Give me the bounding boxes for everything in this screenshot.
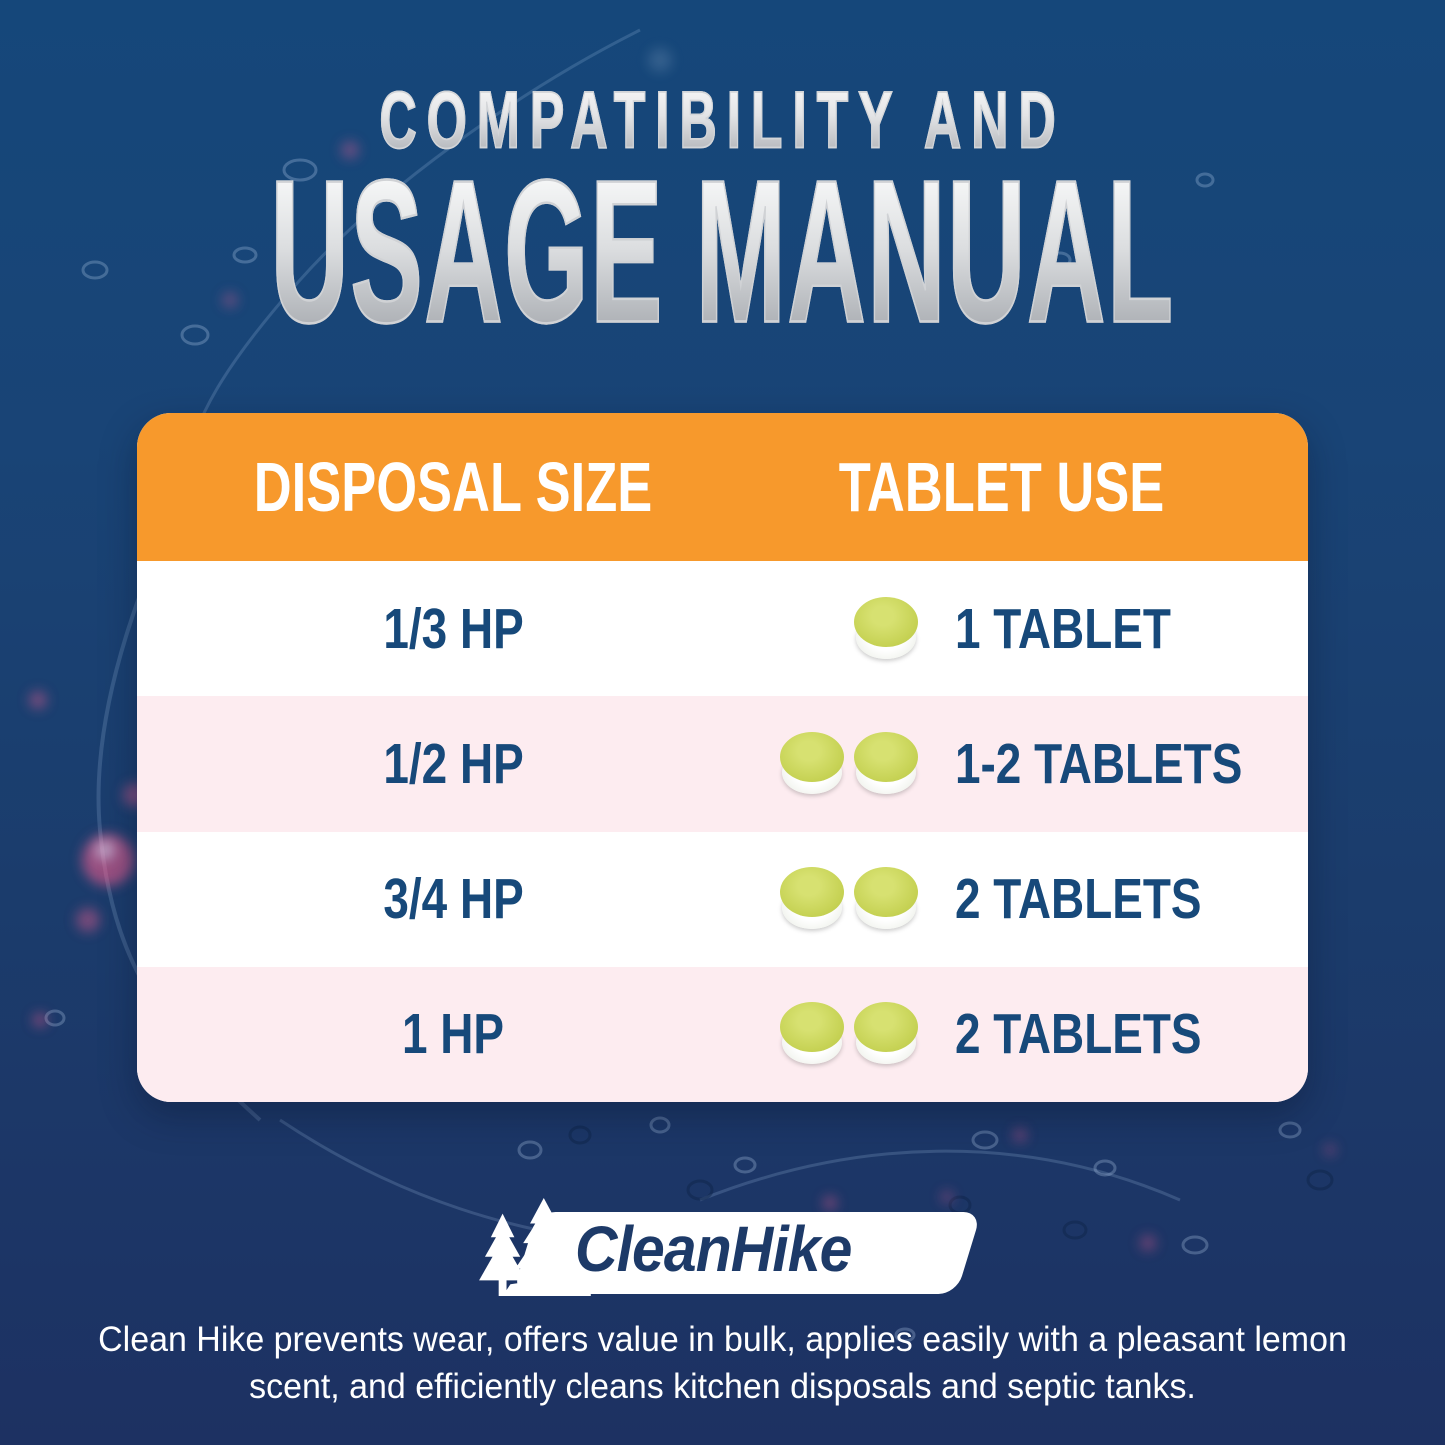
page-title: COMPATIBILITY AND USAGE MANUAL — [0, 74, 1445, 354]
disposal-size-label: 1/3 HP — [382, 597, 524, 661]
tablet-use-label: 1-2 TABLETS — [955, 732, 1243, 796]
disposal-size-label: 1/2 HP — [382, 732, 524, 796]
disposal-size-label: 3/4 HP — [382, 867, 524, 931]
footer-line-1: Clean Hike prevents wear, offers value i… — [98, 1320, 1347, 1359]
header-label-disposal-size: DISPOSAL SIZE — [253, 448, 653, 526]
table-row: 3/4 HP 2 TABLETS — [137, 831, 1308, 967]
row-cell-tablet-use: 1-2 TABLETS — [769, 731, 1308, 796]
table-header: DISPOSAL SIZE TABLET USE — [137, 413, 1308, 561]
table-row: 1/2 HP 1-2 TABLETS — [137, 696, 1308, 832]
table-rows: 1/3 HP 1 TABLET 1/2 HP 1-2 TABLETS 3/4 H… — [137, 561, 1308, 1102]
header-cell-tablet-use: TABLET USE — [769, 448, 1308, 526]
brand-name: CleanHike — [574, 1213, 852, 1285]
header-label-tablet-use: TABLET USE — [838, 448, 1164, 526]
header-cell-disposal-size: DISPOSAL SIZE — [137, 448, 769, 526]
tablet-icons — [769, 867, 919, 931]
disposal-size-label: 1 HP — [402, 1002, 505, 1066]
title-line-1: COMPATIBILITY AND — [188, 74, 1257, 166]
pine-trees-icon — [478, 1198, 591, 1296]
tablet-icon — [853, 867, 919, 931]
row-cell-disposal-size: 1/3 HP — [137, 597, 769, 661]
row-cell-tablet-use: 2 TABLETS — [769, 867, 1308, 931]
table-row: 1/3 HP 1 TABLET — [137, 561, 1308, 697]
tablet-use-label: 2 TABLETS — [955, 867, 1202, 931]
usage-table-card: DISPOSAL SIZE TABLET USE 1/3 HP 1 TABLET… — [137, 413, 1308, 1102]
title-line-2: USAGE MANUAL — [231, 148, 1214, 354]
row-cell-tablet-use: 2 TABLETS — [769, 1002, 1308, 1066]
tablet-use-label: 2 TABLETS — [955, 1002, 1202, 1066]
tablet-icons — [769, 1002, 919, 1066]
row-cell-tablet-use: 1 TABLET — [769, 596, 1308, 661]
footer-line-2: scent, and efficiently cleans kitchen di… — [249, 1367, 1196, 1406]
tablet-icon — [853, 1002, 919, 1066]
table-row: 1 HP 2 TABLETS — [137, 966, 1308, 1102]
row-cell-disposal-size: 3/4 HP — [137, 867, 769, 931]
tablet-icon — [853, 731, 919, 796]
footer-caption: Clean Hike prevents wear, offers value i… — [0, 1316, 1445, 1410]
row-cell-disposal-size: 1/2 HP — [137, 732, 769, 796]
tablet-use-label: 1 TABLET — [955, 597, 1172, 661]
bubble-dark-outlines — [568, 1125, 1334, 1240]
tablet-icon — [779, 867, 845, 931]
tablet-icon — [779, 731, 845, 796]
row-cell-disposal-size: 1 HP — [137, 1002, 769, 1066]
tablet-icon — [853, 596, 919, 661]
tablet-icons — [769, 596, 919, 661]
brand-logo: CleanHike — [473, 1198, 982, 1296]
tablet-icon — [779, 1002, 845, 1066]
tablet-icons — [769, 731, 919, 796]
